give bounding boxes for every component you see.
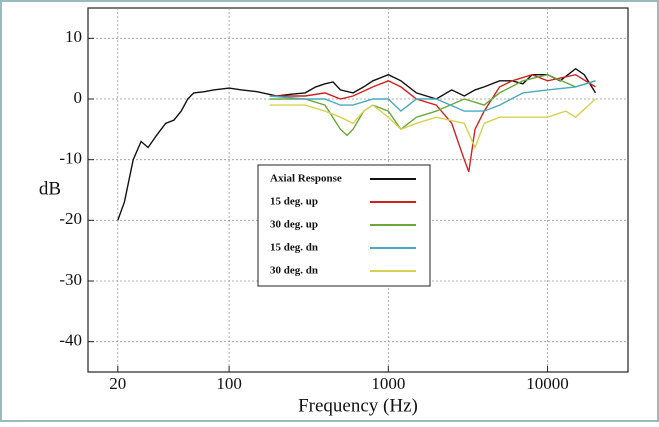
legend-label: 30 deg. up [270, 219, 318, 231]
legend-label: 15 deg. up [270, 196, 318, 208]
y-tick-label: -20 [59, 209, 82, 228]
y-tick-label: -40 [59, 331, 82, 350]
x-axis-label: Frequency (Hz) [298, 395, 418, 416]
legend-label: Axial Response [270, 173, 342, 185]
y-tick-label: 10 [65, 27, 82, 46]
y-tick-label: -30 [59, 270, 82, 289]
legend-label: 15 deg. dn [270, 242, 318, 254]
series-line [269, 80, 596, 113]
x-tick-label: 100 [216, 374, 242, 393]
x-tick-label: 10000 [526, 374, 569, 393]
y-tick-label: 0 [74, 88, 83, 107]
series-line [269, 73, 596, 173]
x-tick-label: 20 [109, 374, 126, 393]
legend-label: 30 deg. dn [270, 265, 318, 277]
x-tick-label: 1000 [371, 374, 405, 393]
y-axis-label: dB [39, 178, 61, 199]
series-line [269, 98, 596, 150]
y-tick-label: -10 [59, 149, 82, 168]
